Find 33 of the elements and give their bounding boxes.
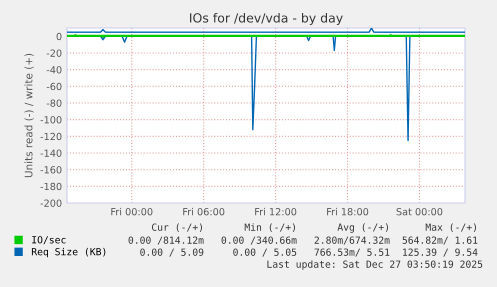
x-tick-label: Fri 06:00 bbox=[183, 208, 224, 216]
x-tick-label: Sat 00:00 bbox=[396, 208, 442, 216]
text: 0.00 / 5.05 bbox=[233, 248, 296, 257]
y-tick-label: -140 bbox=[40, 149, 62, 157]
y-tick-label: -60 bbox=[46, 82, 62, 90]
chart-title: IOs for /dev/vda - by day bbox=[190, 12, 343, 26]
text: 2.80m/674.32m bbox=[314, 236, 390, 245]
text: 125.39 / 9.54 bbox=[403, 248, 478, 257]
y-tick-label: 0 bbox=[56, 32, 62, 40]
text: 0.00 / 5.09 bbox=[140, 248, 204, 257]
text: 766.53m/ 5.51 bbox=[314, 248, 390, 257]
y-tick-label: -120 bbox=[40, 132, 62, 140]
legend-label: IO/sec bbox=[32, 236, 66, 244]
y-tick-label: -20 bbox=[46, 49, 62, 57]
y-tick-label: -160 bbox=[40, 166, 62, 174]
text: Max (-/+) bbox=[426, 223, 476, 232]
y-tick-label: -80 bbox=[46, 99, 62, 107]
y-axis-title: Units read (-) / write (+) bbox=[24, 54, 34, 178]
text: Avg (-/+) bbox=[338, 223, 388, 233]
text: Last update: Sat Dec 27 03:50:19 2025 bbox=[267, 260, 482, 270]
y-tick-label: -100 bbox=[40, 116, 62, 124]
text: Min (-/+) bbox=[244, 223, 295, 232]
y-tick-label: -40 bbox=[46, 66, 62, 74]
text: Cur (-/+) bbox=[152, 223, 202, 232]
text: 0.00 /340.66m bbox=[222, 236, 297, 245]
text: 0.00 /814.12m bbox=[128, 236, 204, 245]
y-tick-label: -180 bbox=[40, 182, 62, 190]
y-tick-label: -200 bbox=[40, 199, 62, 207]
x-tick-label: Fri 12:00 bbox=[255, 208, 296, 216]
x-tick-label: Fri 00:00 bbox=[111, 208, 152, 216]
text: 564.82m/ 1.61 bbox=[402, 236, 478, 245]
legend-label: Req Size (KB) bbox=[32, 248, 106, 258]
x-tick-label: Fri 18:00 bbox=[327, 208, 368, 216]
